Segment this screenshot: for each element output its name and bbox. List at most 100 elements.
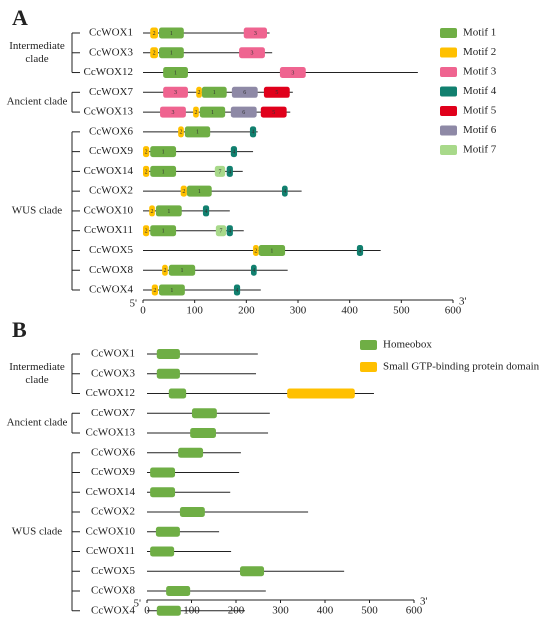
motif-box xyxy=(162,264,168,276)
x-tick-label: 400 xyxy=(341,305,358,317)
motif-box xyxy=(143,165,150,177)
motif-box xyxy=(150,487,176,498)
gene-name: CcWOX1 xyxy=(91,348,135,360)
gene-name: CcWOX13 xyxy=(86,427,136,439)
three-prime-label: 3' xyxy=(459,296,467,308)
motif-box xyxy=(214,165,226,177)
x-tick-label: 0 xyxy=(140,305,146,317)
motif-box xyxy=(156,349,180,359)
motif-box xyxy=(186,185,212,197)
motif-box xyxy=(150,467,176,478)
motif-label: 3 xyxy=(251,51,254,57)
motif-label: 3 xyxy=(254,31,257,37)
motif-box xyxy=(263,86,290,98)
legend-swatch xyxy=(360,362,377,372)
motif-box xyxy=(166,586,191,596)
legend-label: Motif 1 xyxy=(463,27,496,39)
motif-label: 2 xyxy=(145,229,148,235)
motif-box xyxy=(240,566,265,577)
gene-name: CcWOX14 xyxy=(86,486,136,498)
clade-label: clade xyxy=(25,53,48,65)
motif-label: 2 xyxy=(182,189,185,195)
motif-box xyxy=(190,428,216,438)
motif-label: 7 xyxy=(220,229,223,235)
motif-label: 5 xyxy=(275,90,278,96)
gene-name: CcWOX11 xyxy=(84,224,133,236)
legend-swatch xyxy=(440,145,457,155)
motif-box xyxy=(143,146,150,158)
motif-box xyxy=(249,126,257,138)
motif-box xyxy=(150,165,177,177)
gene-name: CcWOX7 xyxy=(89,86,133,98)
motif-box xyxy=(159,27,184,39)
motif-box xyxy=(287,388,355,399)
gene-name: CcWOX12 xyxy=(84,66,134,78)
motif-label: 4 xyxy=(252,130,255,136)
motif-box xyxy=(149,205,155,217)
legend-label: Motif 4 xyxy=(463,85,497,97)
clade-label: Ancient clade xyxy=(7,417,68,429)
gene-name: CcWOX2 xyxy=(89,185,133,197)
motif-box xyxy=(201,86,227,98)
motif-box xyxy=(156,368,180,379)
motif-box xyxy=(143,225,150,237)
x-tick-label: 300 xyxy=(272,605,289,617)
motif-label: 1 xyxy=(170,31,173,37)
motif-box xyxy=(150,225,177,237)
motif-label: 3 xyxy=(171,110,174,116)
legend-swatch xyxy=(440,28,457,38)
gene-name: CcWOX3 xyxy=(91,367,135,379)
five-prime-label: 5' xyxy=(130,298,138,310)
gene-name: CcWOX7 xyxy=(91,407,135,419)
legend-label: Motif 7 xyxy=(463,144,497,156)
motif-box xyxy=(159,47,184,59)
motif-label: 1 xyxy=(170,288,173,294)
legend-label: Small GTP-binding protein domain xyxy=(383,361,540,373)
motif-label: 1 xyxy=(162,169,165,175)
gene-name: CcWOX6 xyxy=(89,125,133,137)
motif-label: 4 xyxy=(232,149,235,155)
three-prime-label: 3' xyxy=(420,596,428,608)
gene-name: CcWOX8 xyxy=(89,264,133,276)
motif-label: 4 xyxy=(252,268,255,274)
motif-box xyxy=(168,264,196,276)
x-tick-label: 300 xyxy=(290,305,307,317)
motif-label: 4 xyxy=(228,229,231,235)
legend-label: Homeobox xyxy=(383,339,432,351)
motif-box xyxy=(168,388,187,399)
motif-box xyxy=(150,27,158,39)
five-prime-label: 5' xyxy=(134,598,142,610)
motif-box xyxy=(193,106,199,118)
motif-box xyxy=(202,205,210,217)
motif-box xyxy=(260,106,287,118)
legend-swatch xyxy=(440,106,457,116)
x-tick-label: 600 xyxy=(406,605,423,617)
motif-label: 1 xyxy=(181,268,184,274)
motif-label: 2 xyxy=(163,268,166,274)
motif-box xyxy=(155,526,180,537)
clade-label: Ancient clade xyxy=(7,96,68,108)
legend-label: Motif 3 xyxy=(463,66,497,78)
motif-box xyxy=(178,447,204,458)
motif-label: 2 xyxy=(153,31,156,37)
motif-label: 1 xyxy=(198,189,201,195)
motif-label: 2 xyxy=(151,209,154,215)
panel-label: B xyxy=(12,317,27,342)
motif-label: 2 xyxy=(179,130,182,136)
x-tick-label: 200 xyxy=(228,605,245,617)
motif-box xyxy=(155,205,182,217)
motif-box xyxy=(226,165,233,177)
legend-swatch xyxy=(440,86,457,97)
motif-box xyxy=(151,284,158,296)
motif-box xyxy=(230,146,238,158)
legend-label: Motif 5 xyxy=(463,105,497,117)
motif-label: 2 xyxy=(153,51,156,57)
motif-box xyxy=(233,284,241,296)
motif-box xyxy=(150,47,158,59)
x-tick-label: 200 xyxy=(238,305,255,317)
motif-label: 2 xyxy=(254,248,257,254)
motif-box xyxy=(279,67,306,79)
motif-box xyxy=(239,47,265,59)
x-tick-label: 500 xyxy=(393,305,410,317)
